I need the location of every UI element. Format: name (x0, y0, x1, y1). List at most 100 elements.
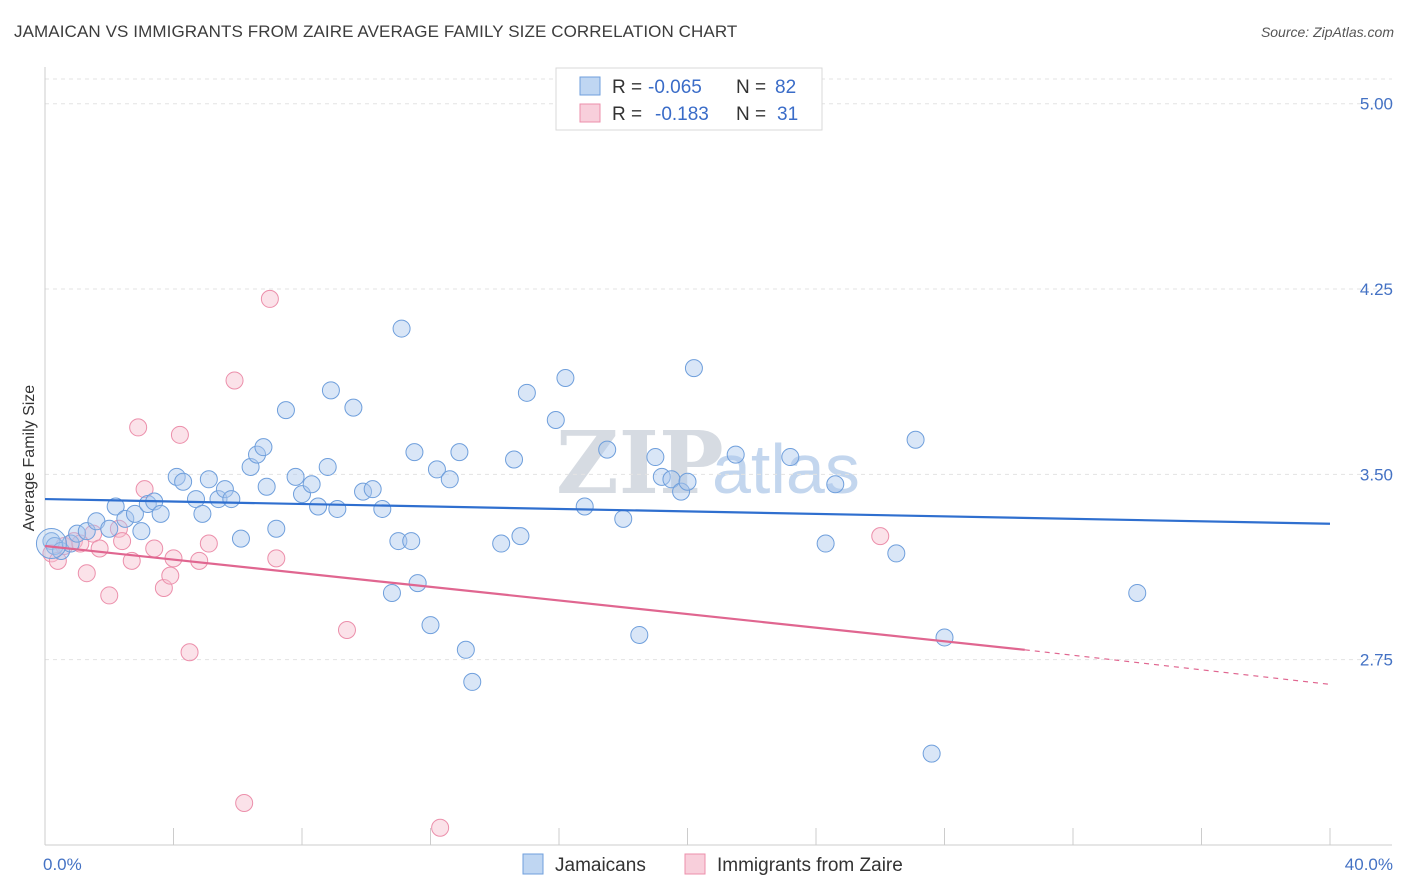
jamaican-point-9 (116, 509, 135, 528)
zaire-point-10 (113, 532, 132, 551)
zaire-point-27 (431, 818, 450, 837)
series-zaire (42, 289, 890, 837)
jamaican-point-43 (392, 319, 411, 338)
jamaican-point-71 (816, 534, 835, 553)
zaire-point-24 (260, 289, 279, 308)
jamaican-point-48 (427, 460, 446, 479)
jamaican-point-69 (726, 445, 745, 464)
zaire-point-25 (267, 549, 286, 568)
jamaican-point-19 (199, 470, 218, 489)
jamaican-point-39 (363, 480, 382, 499)
x-tick-labels: 0.0% 40.0% (43, 855, 1393, 874)
zaire-point-26 (337, 621, 356, 640)
jamaican-point-26 (254, 438, 273, 457)
zaire-point-1 (48, 551, 67, 570)
jamaican-point-34 (318, 457, 337, 476)
jamaican-point-18 (193, 504, 212, 523)
jamaican-point-10 (125, 504, 144, 523)
jamaican-point-14 (151, 504, 170, 523)
y-tick-label-1: 3.50 (1360, 465, 1393, 484)
jamaican-point-21 (215, 480, 234, 499)
y-tick-label-2: 4.25 (1360, 280, 1393, 299)
zaire-point-28 (871, 527, 890, 546)
trend-line-zaire (44, 544, 1025, 651)
zaire-point-12 (129, 418, 148, 437)
jamaican-point-47 (421, 616, 440, 635)
source-credit: Source: ZipAtlas.com (1260, 24, 1394, 40)
jamaican-point-33 (309, 497, 328, 516)
jamaican-point-44 (402, 532, 421, 551)
gridlines (45, 78, 1392, 661)
watermark-atlas: atlas (712, 430, 860, 508)
jamaican-point-32 (302, 475, 321, 494)
series-legend-swatch-jamaicans (522, 853, 544, 875)
jamaican-point-17 (186, 490, 205, 509)
legend-n-label-zaire: N = (736, 104, 766, 125)
series-legend-swatch-zaire (684, 853, 706, 875)
jamaican-point-74 (906, 430, 925, 449)
trend-line-zaire-extension (1024, 649, 1331, 685)
watermark-zip: ZIP (556, 413, 724, 514)
zaire-point-7 (90, 539, 109, 558)
jamaican-point-73 (887, 544, 906, 563)
jamaican-point-55 (511, 527, 530, 546)
axes (44, 67, 1392, 846)
jamaican-point-60 (598, 440, 617, 459)
jamaican-point-23 (231, 529, 250, 548)
zaire-point-18 (170, 425, 189, 444)
jamaican-point-22 (222, 490, 241, 509)
zaire-point-5 (77, 564, 96, 583)
jamaican-point-53 (492, 534, 511, 553)
jamaican-point-67 (678, 472, 697, 491)
jamaican-point-11 (132, 522, 151, 541)
legend-n-value-zaire: 31 (777, 104, 798, 125)
jamaican-point-42 (389, 532, 408, 551)
trend-line-jamaicans (44, 497, 1331, 525)
jamaican-point-29 (276, 401, 295, 420)
stats-legend: R = -0.065 N = 82 R = -0.183 N = 31 (555, 67, 823, 131)
zaire-point-22 (225, 371, 244, 390)
jamaican-point-59 (575, 497, 594, 516)
x-tick-label-0: 0.0% (43, 855, 82, 874)
jamaican-point-45 (405, 443, 424, 462)
legend-n-label-jamaicans: N = (736, 77, 766, 98)
jamaican-point-7 (100, 519, 119, 538)
legend-r-value-zaire: -0.183 (655, 104, 709, 125)
legend-swatch-zaire (579, 103, 601, 123)
jamaican-point-54 (505, 450, 524, 469)
jamaican-point-63 (646, 448, 665, 467)
zaire-point-23 (235, 793, 254, 812)
jamaican-point-30 (286, 467, 305, 486)
legend-n-value-jamaicans: 82 (775, 77, 796, 98)
y-tick-label-0: 2.75 (1360, 651, 1393, 670)
jamaican-point-cluster (35, 528, 67, 560)
jamaican-point-31 (293, 485, 311, 504)
jamaican-point-37 (344, 398, 363, 417)
legend-r-label-zaire: R = (612, 104, 642, 125)
zaire-point-13 (135, 480, 154, 499)
watermark: ZIP atlas (556, 413, 860, 514)
legend-swatch-jamaicans (579, 76, 601, 96)
y-tick-label-3: 5.00 (1360, 95, 1393, 114)
zaire-point-14 (145, 539, 164, 558)
jamaican-point-68 (684, 359, 703, 378)
jamaican-point-16 (174, 472, 193, 491)
jamaican-point-77 (1128, 583, 1147, 602)
jamaican-point-70 (781, 448, 800, 467)
zaire-point-16 (161, 566, 180, 585)
jamaican-point-36 (328, 499, 347, 518)
series-jamaicans (35, 319, 1147, 763)
jamaican-point-56 (517, 383, 536, 402)
jamaican-point-5 (77, 522, 96, 541)
zaire-point-8 (100, 586, 119, 605)
jamaican-point-28 (267, 519, 286, 538)
jamaican-point-62 (630, 625, 649, 644)
x-tick-label-1: 40.0% (1345, 855, 1393, 874)
jamaican-point-27 (257, 477, 276, 496)
jamaican-point-65 (662, 470, 681, 489)
jamaican-point-25 (248, 445, 267, 464)
trend-lines (44, 497, 1331, 685)
jamaican-point-46 (408, 574, 427, 593)
chart-title: JAMAICAN VS IMMIGRANTS FROM ZAIRE AVERAG… (14, 22, 738, 41)
